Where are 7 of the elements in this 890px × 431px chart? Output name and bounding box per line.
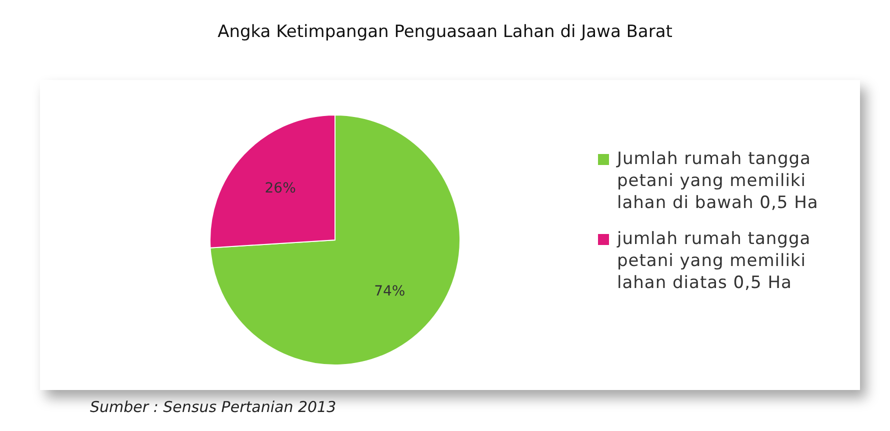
legend-label: jumlah rumah tangga petani yang memiliki lahan diatas 0,5 Ha [617, 228, 812, 294]
legend-label: Jumlah rumah tangga petani yang memiliki lahan di bawah 0,5 Ha [617, 148, 820, 214]
data-label: 26% [264, 180, 296, 197]
text: Sumber : Sensus Pertanian 2013 [90, 398, 336, 416]
data-label: 74% [374, 283, 406, 300]
chart-title: Angka Ketimpangan Penguasaan Lahan di Jawa Barat [216, 22, 674, 42]
pie-slice [210, 114, 460, 366]
